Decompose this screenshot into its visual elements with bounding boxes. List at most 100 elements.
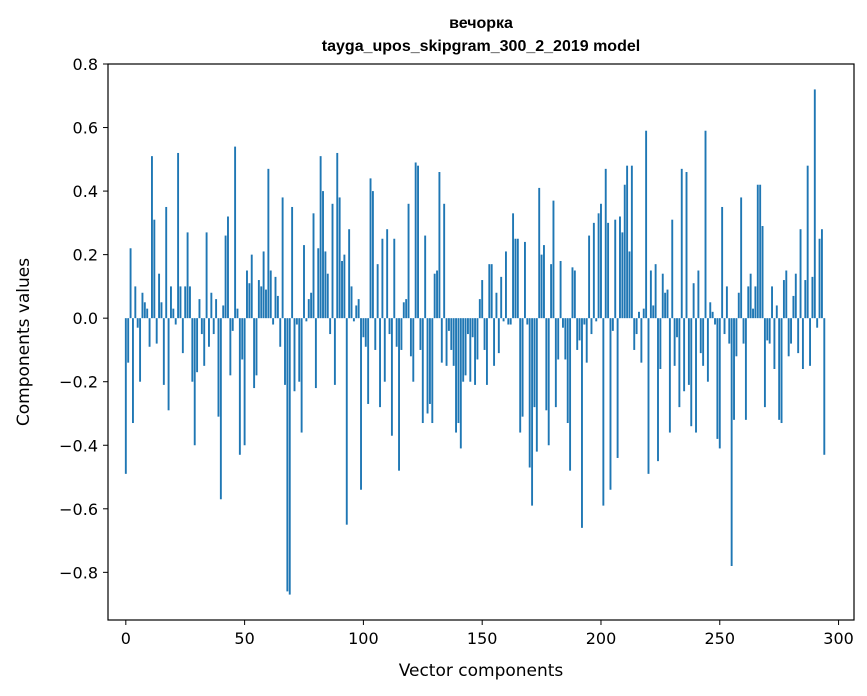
bar-60 [267,168,270,319]
bar-19 [170,286,172,319]
bar-52 [248,283,251,319]
bar-27 [189,286,191,319]
bar-187 [569,318,572,471]
bar-121 [412,318,415,382]
bar-71 [293,318,296,392]
bar-196 [590,318,593,335]
bar-104 [371,191,374,319]
bar-212 [628,251,631,319]
bar-288 [809,318,811,366]
bar-267 [759,184,762,319]
bar-181 [554,318,557,408]
bar-45 [231,318,234,331]
bar-138 [452,318,455,366]
bar-170 [528,318,531,468]
bar-230 [671,219,674,319]
bar-56 [257,280,260,319]
y-tick-label: 0.4 [73,182,98,201]
bar-40 [219,318,222,500]
bar-47 [236,308,239,319]
bar-245 [706,318,709,382]
bar-44 [229,318,232,376]
bar-55 [255,318,258,376]
bar-107 [379,318,381,408]
bar-279 [787,318,790,357]
chart-subtitle: tayga_upos_skipgram_300_2_2019 model [322,38,640,55]
bar-184 [562,318,564,328]
bar-202 [604,168,607,319]
bar-61 [269,270,272,319]
bar-197 [592,222,595,319]
bar-174 [538,187,541,319]
y-tick-label: −0.8 [59,563,98,582]
y-tick-label: 0.0 [73,309,98,328]
bar-92 [343,254,346,319]
chart-title: вечорка [449,15,513,32]
bar-42 [224,235,227,319]
bar-268 [761,226,764,319]
bar-211 [626,165,629,319]
bar-176 [543,245,545,319]
bar-227 [664,292,667,319]
bar-96 [352,318,355,322]
bar-97 [355,305,358,319]
bar-169 [526,318,529,325]
y-tick-label: −0.2 [59,373,98,392]
bar-85 [326,273,329,319]
bar-283 [797,318,800,354]
bar-219 [645,130,648,319]
x-tick-label: 100 [348,629,379,648]
bar-16 [162,318,165,385]
bar-46 [234,146,237,319]
bar-100 [362,318,365,338]
bar-54 [253,318,256,389]
bar-229 [668,318,671,433]
bar-39 [217,318,220,417]
bar-93 [345,318,348,525]
bar-139 [455,318,457,433]
bar-28 [191,318,194,382]
x-tick-label: 150 [467,629,498,648]
bar-235 [683,318,686,392]
bar-250 [718,318,721,449]
bar-141 [459,318,462,449]
bar-276 [780,318,783,424]
bar-158 [500,276,503,319]
bar-136 [447,318,450,331]
bar-292 [818,238,821,319]
bar-234 [680,168,683,319]
bar-88 [333,318,336,385]
bar-251 [721,206,724,319]
bar-127 [426,318,429,414]
bar-9 [146,308,149,319]
chart-title-group: вечорка tayga_upos_skipgram_300_2_2019 m… [322,15,640,55]
bar-114 [395,318,398,347]
bar-1 [127,318,130,363]
bar-195 [588,235,591,319]
bar-233 [678,318,681,408]
bar-12 [153,219,156,319]
bar-140 [457,318,460,424]
bar-247 [711,311,714,319]
bar-108 [381,238,384,319]
bar-20 [172,308,175,319]
bar-277 [782,280,785,319]
bar-209 [621,232,624,319]
bar-73 [298,318,301,382]
bar-166 [519,318,522,433]
bar-177 [545,318,548,411]
bar-214 [633,318,636,350]
bar-287 [806,165,809,319]
bar-201 [602,318,605,506]
bar-258 [737,292,740,319]
bar-53 [250,254,253,319]
bar-200 [600,203,602,319]
bar-152 [485,318,488,385]
bar-244 [704,130,707,319]
bar-259 [740,197,743,319]
bar-68 [286,318,289,592]
bar-191 [578,318,581,341]
bar-36 [210,292,213,319]
bar-242 [699,318,702,354]
x-axis-label: Vector components [399,661,564,681]
